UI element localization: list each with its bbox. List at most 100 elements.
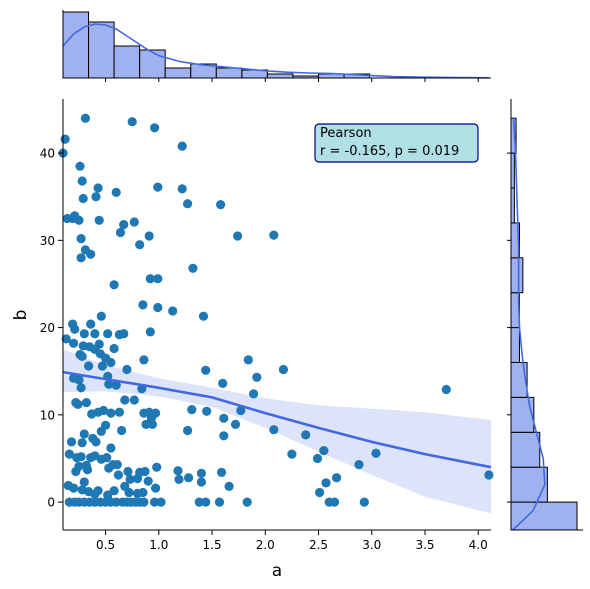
scatter-point-134 bbox=[196, 468, 206, 478]
marginal-y-bar-0 bbox=[510, 501, 578, 531]
scatter-point-35 bbox=[109, 280, 119, 290]
marginal-y-bar-1 bbox=[510, 466, 548, 503]
scatter-point-109 bbox=[219, 431, 229, 441]
scatter-point-108 bbox=[183, 425, 193, 436]
scatter-point-33 bbox=[145, 274, 155, 284]
scatter-point-29 bbox=[144, 231, 154, 241]
scatter-point-165 bbox=[315, 487, 325, 498]
scatter-point-137 bbox=[82, 465, 93, 475]
scatter-point-106 bbox=[141, 419, 151, 429]
scatter-point-24 bbox=[86, 249, 96, 259]
scatter-point-98 bbox=[269, 425, 279, 435]
scatter-point-189 bbox=[329, 497, 340, 507]
scatter-point-150 bbox=[484, 470, 494, 480]
scatter-point-38 bbox=[168, 306, 178, 316]
scatter-point-111 bbox=[77, 438, 87, 448]
scatter-point-78 bbox=[71, 398, 81, 408]
scatter-point-45 bbox=[90, 329, 100, 339]
marginal-x-bar-6 bbox=[215, 67, 243, 79]
scatter-point-99 bbox=[301, 430, 311, 440]
scatter-point-27 bbox=[129, 217, 139, 227]
scatter-point-7 bbox=[77, 176, 87, 186]
marginal-y-bar-5 bbox=[510, 327, 520, 363]
x-tick-label-4: 2.5 bbox=[309, 538, 328, 552]
scatter-point-116 bbox=[106, 443, 116, 453]
scatter-point-70 bbox=[218, 378, 228, 388]
marginal-x-bar-8 bbox=[266, 73, 294, 79]
scatter-point-19 bbox=[183, 199, 193, 209]
scatter-point-62 bbox=[84, 361, 94, 371]
joint-axes: 0.5 1.0 1.5 2.0 2.5 3.0 3.5 4.0 0 10 20 30 40 bbox=[40, 99, 491, 552]
scatter-point-59 bbox=[109, 343, 119, 354]
scatter-point-39 bbox=[198, 311, 209, 321]
scatter-point-92 bbox=[187, 405, 197, 415]
marginal-x-bar-4 bbox=[164, 67, 192, 79]
scatter-point-17 bbox=[177, 184, 187, 194]
scatter-point-9 bbox=[80, 113, 90, 123]
scatter-point-125 bbox=[102, 453, 112, 463]
scatter-point-120 bbox=[76, 452, 86, 462]
x-tick-label-1: 1.0 bbox=[149, 538, 168, 552]
x-tick-label-2: 1.5 bbox=[203, 538, 222, 552]
x-tick-label-7: 4.0 bbox=[469, 538, 488, 552]
marginal-x-bar-1 bbox=[88, 21, 115, 79]
y-tick-label-1: 10 bbox=[40, 408, 55, 422]
scatter-point-152 bbox=[69, 483, 79, 493]
scatter-point-100 bbox=[319, 446, 329, 456]
scatter-point-28 bbox=[135, 240, 145, 250]
scatter-point-140 bbox=[125, 474, 135, 484]
scatter-point-40 bbox=[61, 334, 71, 344]
scatter-point-32 bbox=[188, 263, 198, 273]
scatter-point-15 bbox=[150, 123, 160, 133]
scatter-point-97 bbox=[249, 389, 259, 399]
scatter-point-132 bbox=[173, 466, 183, 476]
scatter-point-86 bbox=[129, 395, 139, 405]
scatter-point-161 bbox=[124, 487, 134, 498]
scatter-point-12 bbox=[94, 215, 104, 225]
scatter-point-139 bbox=[113, 470, 123, 480]
scatter-point-75 bbox=[74, 375, 84, 385]
scatter-point-147 bbox=[332, 473, 342, 483]
regression-line-group bbox=[62, 370, 492, 469]
x-tick-label-5: 3.0 bbox=[362, 538, 381, 552]
y-axis-label: b bbox=[11, 310, 31, 321]
scatter-point-30 bbox=[233, 231, 243, 241]
scatter-point-127 bbox=[112, 460, 122, 470]
scatter-point-138 bbox=[104, 463, 114, 473]
scatter-point-72 bbox=[252, 372, 262, 382]
scatter-point-66 bbox=[111, 380, 121, 390]
marginal-x-bar-3 bbox=[139, 49, 166, 79]
scatter-point-61 bbox=[77, 351, 87, 361]
scatter-point-110 bbox=[66, 437, 77, 447]
scatter-point-5 bbox=[74, 215, 84, 225]
scatter-point-84 bbox=[114, 407, 124, 417]
marginal-y-bar-3 bbox=[510, 396, 535, 433]
marginal-y-bar-10 bbox=[510, 152, 515, 189]
scatter-point-52 bbox=[69, 338, 79, 348]
scatter-point-164 bbox=[151, 483, 161, 493]
scatter-point-6 bbox=[75, 161, 85, 171]
scatter-point-83 bbox=[106, 408, 116, 418]
scatter-point-94 bbox=[219, 413, 229, 423]
scatter-point-16 bbox=[153, 182, 163, 192]
scatter-point-187 bbox=[242, 497, 252, 507]
marginal-y-bar-7 bbox=[510, 257, 524, 294]
scatter-point-96 bbox=[236, 405, 246, 416]
scatter-point-13 bbox=[111, 187, 121, 197]
scatter-point-143 bbox=[174, 474, 184, 484]
scatter-point-136 bbox=[71, 466, 81, 477]
x-axis-label: a bbox=[272, 561, 282, 581]
marginal-y-bar-2 bbox=[510, 431, 541, 468]
scatter-point-93 bbox=[202, 406, 212, 416]
scatter-point-146 bbox=[321, 478, 331, 488]
scatter-point-43 bbox=[79, 329, 89, 339]
regression-line bbox=[62, 370, 492, 469]
scatter-point-135 bbox=[217, 467, 227, 477]
scatter-point-91 bbox=[151, 408, 161, 418]
scatter-point-112 bbox=[79, 429, 89, 439]
y-tick-label-0: 0 bbox=[47, 496, 55, 510]
scatter-point-149 bbox=[371, 448, 381, 458]
scatter-point-63 bbox=[97, 361, 107, 371]
scatter-point-103 bbox=[441, 384, 451, 395]
scatter-point-73 bbox=[278, 364, 288, 375]
